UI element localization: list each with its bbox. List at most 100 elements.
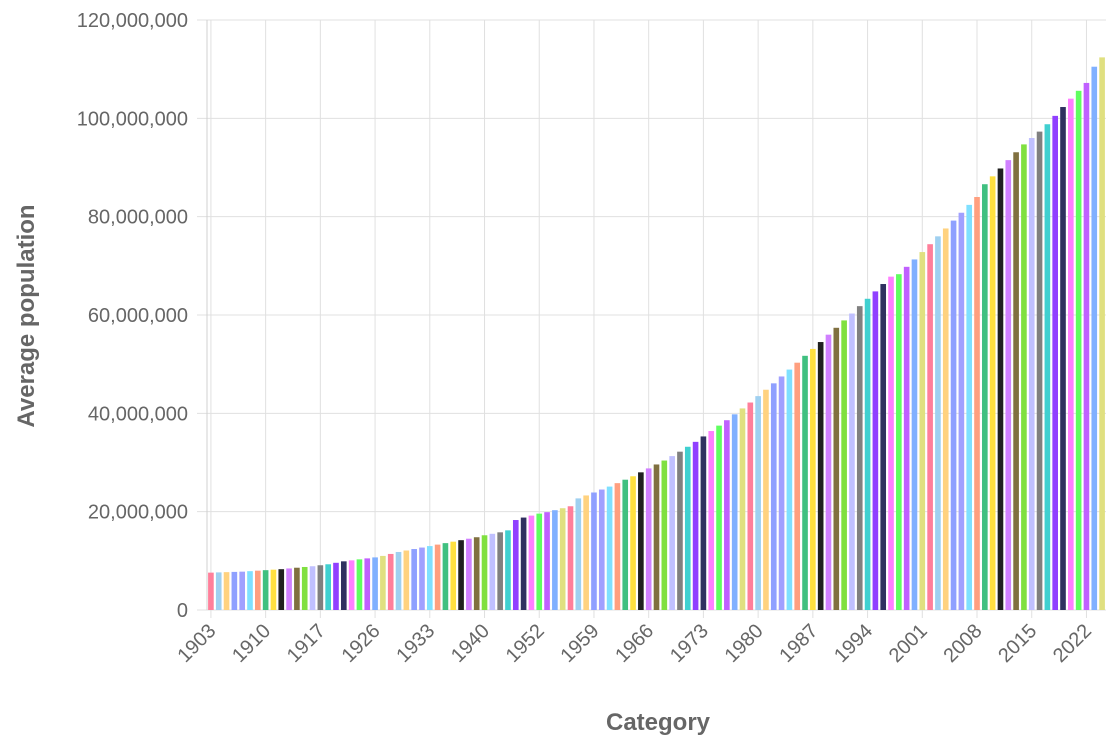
bar (966, 204, 973, 610)
bar (591, 492, 597, 610)
bar (1021, 144, 1027, 610)
x-tick-label: 2008 (940, 620, 987, 667)
bar (372, 557, 378, 610)
bar (763, 389, 769, 610)
bar (684, 446, 691, 610)
bar (215, 572, 222, 610)
bar (841, 320, 847, 610)
bar (247, 571, 253, 610)
bar (567, 506, 574, 610)
bar (301, 566, 308, 610)
bar (935, 236, 941, 611)
bar (1044, 124, 1051, 610)
bar (411, 549, 417, 610)
bar (223, 572, 230, 610)
bar (958, 212, 965, 610)
x-tick-label: 1973 (666, 620, 713, 667)
bar (1083, 82, 1090, 610)
y-tick-label: 20,000,000 (88, 502, 188, 524)
bar (864, 298, 871, 610)
bar (254, 570, 261, 610)
bar (497, 532, 503, 610)
bar (692, 441, 699, 610)
bar (872, 291, 879, 610)
bar (919, 252, 926, 611)
x-tick-label: 1966 (611, 620, 658, 667)
bar (653, 464, 660, 610)
bar (770, 383, 777, 610)
bar (309, 566, 316, 610)
x-tick-label: 1917 (283, 620, 330, 667)
bar (950, 220, 957, 610)
bar (520, 517, 527, 610)
bar (716, 425, 722, 610)
bar (778, 376, 785, 610)
bar (231, 571, 238, 610)
y-tick-label: 0 (177, 600, 188, 622)
y-axis-title: Average population (13, 204, 40, 427)
bar (1091, 66, 1098, 611)
bar (348, 560, 355, 610)
bar (739, 408, 746, 610)
x-axis-title: Category (606, 709, 711, 736)
bar (677, 451, 683, 610)
x-tick-label: 1933 (392, 620, 439, 667)
bar (755, 396, 761, 610)
bar (458, 540, 464, 610)
bar (208, 572, 214, 610)
bar (817, 342, 824, 610)
y-tick-label: 100,000,000 (77, 108, 188, 130)
bar (802, 355, 808, 610)
bar (270, 569, 277, 610)
bar (419, 547, 425, 610)
bar (911, 259, 918, 610)
bar (473, 537, 480, 610)
bar (903, 266, 910, 610)
bar (505, 530, 511, 610)
bar (450, 541, 457, 610)
bar (1060, 107, 1066, 611)
bar (1068, 98, 1074, 611)
bar (669, 456, 675, 610)
bar (833, 327, 840, 610)
bar (880, 284, 887, 610)
bar (434, 544, 441, 610)
bar (810, 348, 816, 610)
bar (927, 244, 933, 610)
bar (888, 276, 894, 610)
x-tick-label: 2015 (994, 620, 1041, 667)
bar (997, 168, 1004, 610)
bar (403, 550, 410, 610)
bar (442, 543, 449, 610)
bar (825, 334, 832, 610)
x-tick-label: 1959 (556, 620, 603, 667)
y-tick-label: 80,000,000 (88, 207, 188, 229)
bar (1036, 131, 1043, 610)
bar (380, 555, 386, 610)
bar (661, 460, 668, 610)
bar (364, 558, 371, 610)
x-tick-label: 1926 (338, 620, 385, 667)
bar (1099, 57, 1105, 611)
bar (536, 513, 543, 610)
bar (747, 402, 754, 610)
bar (489, 533, 496, 610)
bar (333, 562, 339, 610)
x-tick-label: 1903 (173, 620, 220, 667)
x-tick-label: 1980 (721, 620, 768, 667)
x-tick-label: 1952 (502, 620, 549, 667)
bar (286, 568, 292, 610)
x-tick-label: 1940 (447, 620, 494, 667)
bar (724, 420, 730, 610)
bar (575, 498, 582, 610)
y-tick-label: 120,000,000 (77, 10, 188, 32)
x-tick-label: 2022 (1049, 620, 1096, 667)
bar (512, 520, 519, 610)
bar (645, 468, 652, 610)
bar (1005, 160, 1012, 610)
bar (598, 489, 605, 610)
bar (317, 565, 324, 610)
bar (544, 512, 550, 610)
bar (528, 515, 535, 610)
